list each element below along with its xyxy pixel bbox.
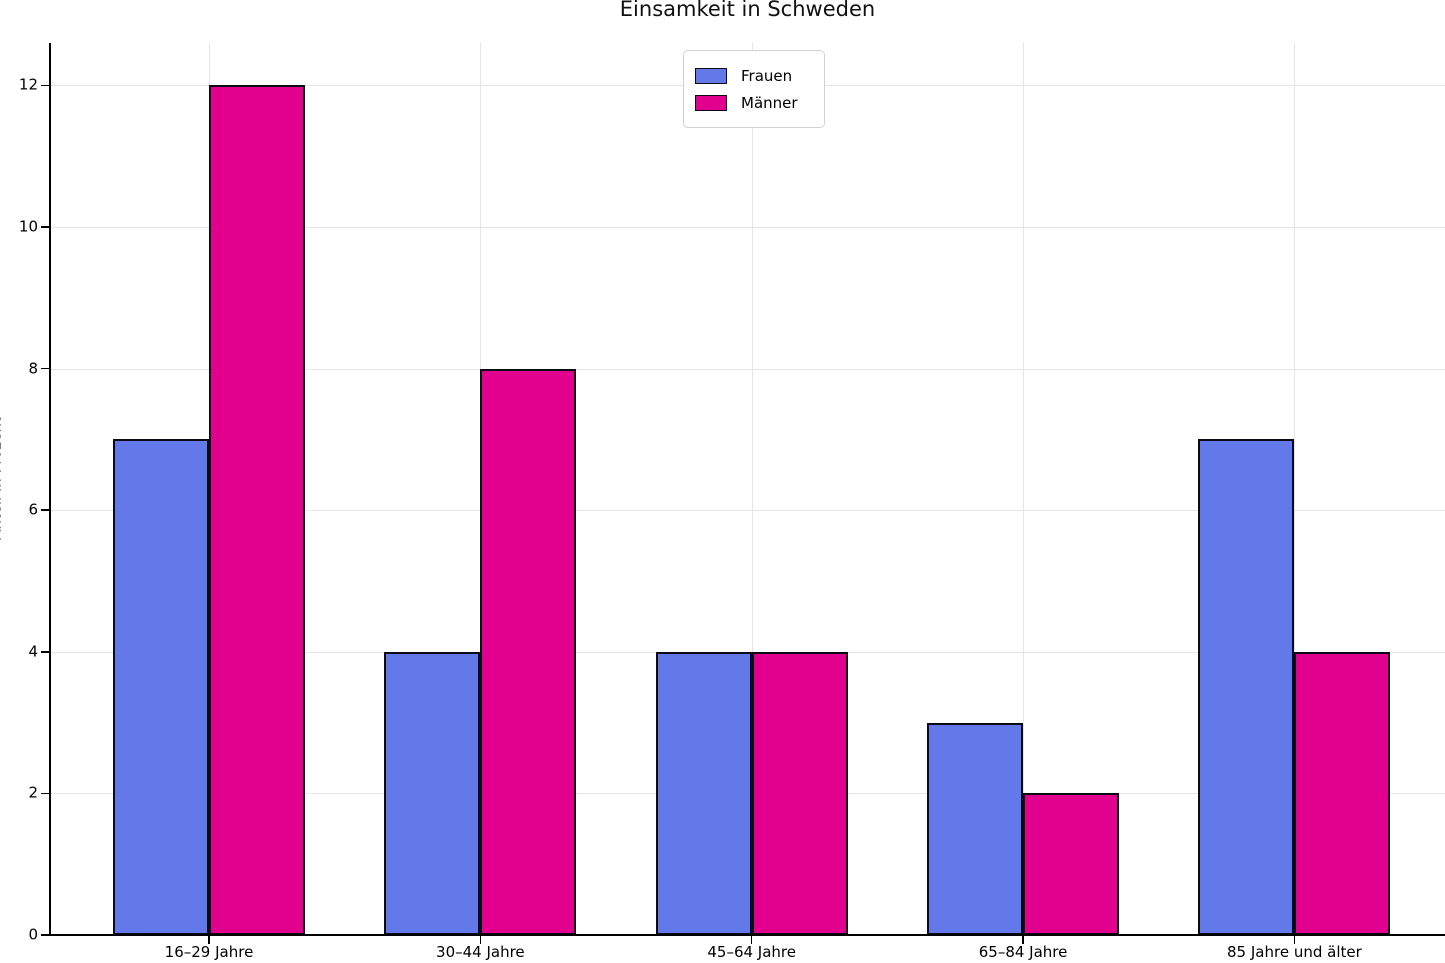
x-tick-label: 85 Jahre und älter xyxy=(1227,943,1362,961)
x-tick-label: 16–29 Jahre xyxy=(164,943,254,961)
v-gridline xyxy=(1023,43,1025,935)
y-tickmark xyxy=(41,651,50,653)
y-tick-label: 0 xyxy=(28,925,38,944)
bar-frauen-3 xyxy=(655,651,752,935)
x-axis-spine xyxy=(48,934,1445,936)
y-tickmark xyxy=(41,226,50,228)
bar-männer-4 xyxy=(1023,793,1120,935)
bar-männer-2 xyxy=(480,368,577,935)
y-axis-spine xyxy=(48,43,51,936)
h-gridline xyxy=(50,227,1445,229)
y-tick-label: 8 xyxy=(28,359,38,378)
legend-label: Männer xyxy=(741,93,798,112)
y-tickmark xyxy=(41,792,50,795)
x-tickmark xyxy=(208,935,210,944)
bar-frauen-2 xyxy=(384,651,481,935)
x-tick-label: 45–64 Jahre xyxy=(707,943,797,961)
x-tickmark xyxy=(479,935,482,944)
x-tickmark xyxy=(1022,935,1024,944)
h-gridline xyxy=(50,368,1445,370)
x-tick-label: 30–44 Jahre xyxy=(436,943,525,961)
chart-title: Einsamkeit in Schweden xyxy=(619,0,876,21)
v-gridline xyxy=(751,43,753,935)
legend-swatch-icon xyxy=(695,67,727,84)
h-gridline xyxy=(50,510,1445,512)
bar-männer-1 xyxy=(209,85,305,935)
y-axis-label: Anteil in Prozent xyxy=(0,417,5,540)
legend: Frauen Männer xyxy=(683,50,825,128)
bar-männer-3 xyxy=(751,651,848,935)
y-tick-label: 4 xyxy=(28,642,38,661)
bar-frauen-5 xyxy=(1198,439,1295,935)
bar-frauen-1 xyxy=(113,439,209,935)
y-tickmark xyxy=(41,367,50,370)
y-tickmark xyxy=(41,84,50,87)
y-tick-label: 2 xyxy=(28,784,38,803)
bar-männer-5 xyxy=(1294,651,1391,935)
bar-frauen-4 xyxy=(927,722,1024,935)
legend-item-frauen: Frauen xyxy=(695,62,816,89)
x-tickmark xyxy=(1293,935,1296,944)
y-tick-label: 6 xyxy=(28,500,38,519)
x-tickmark xyxy=(750,935,753,944)
v-gridline xyxy=(1294,43,1296,935)
y-tickmark xyxy=(41,934,50,936)
y-tick-label: 12 xyxy=(18,76,38,95)
legend-label: Frauen xyxy=(741,66,793,85)
legend-item-männer: Männer xyxy=(695,89,816,116)
x-tick-label: 65–84 Jahre xyxy=(978,943,1068,961)
y-tickmark xyxy=(41,509,50,512)
legend-swatch-icon xyxy=(695,94,727,111)
y-tick-label: 10 xyxy=(18,217,38,236)
